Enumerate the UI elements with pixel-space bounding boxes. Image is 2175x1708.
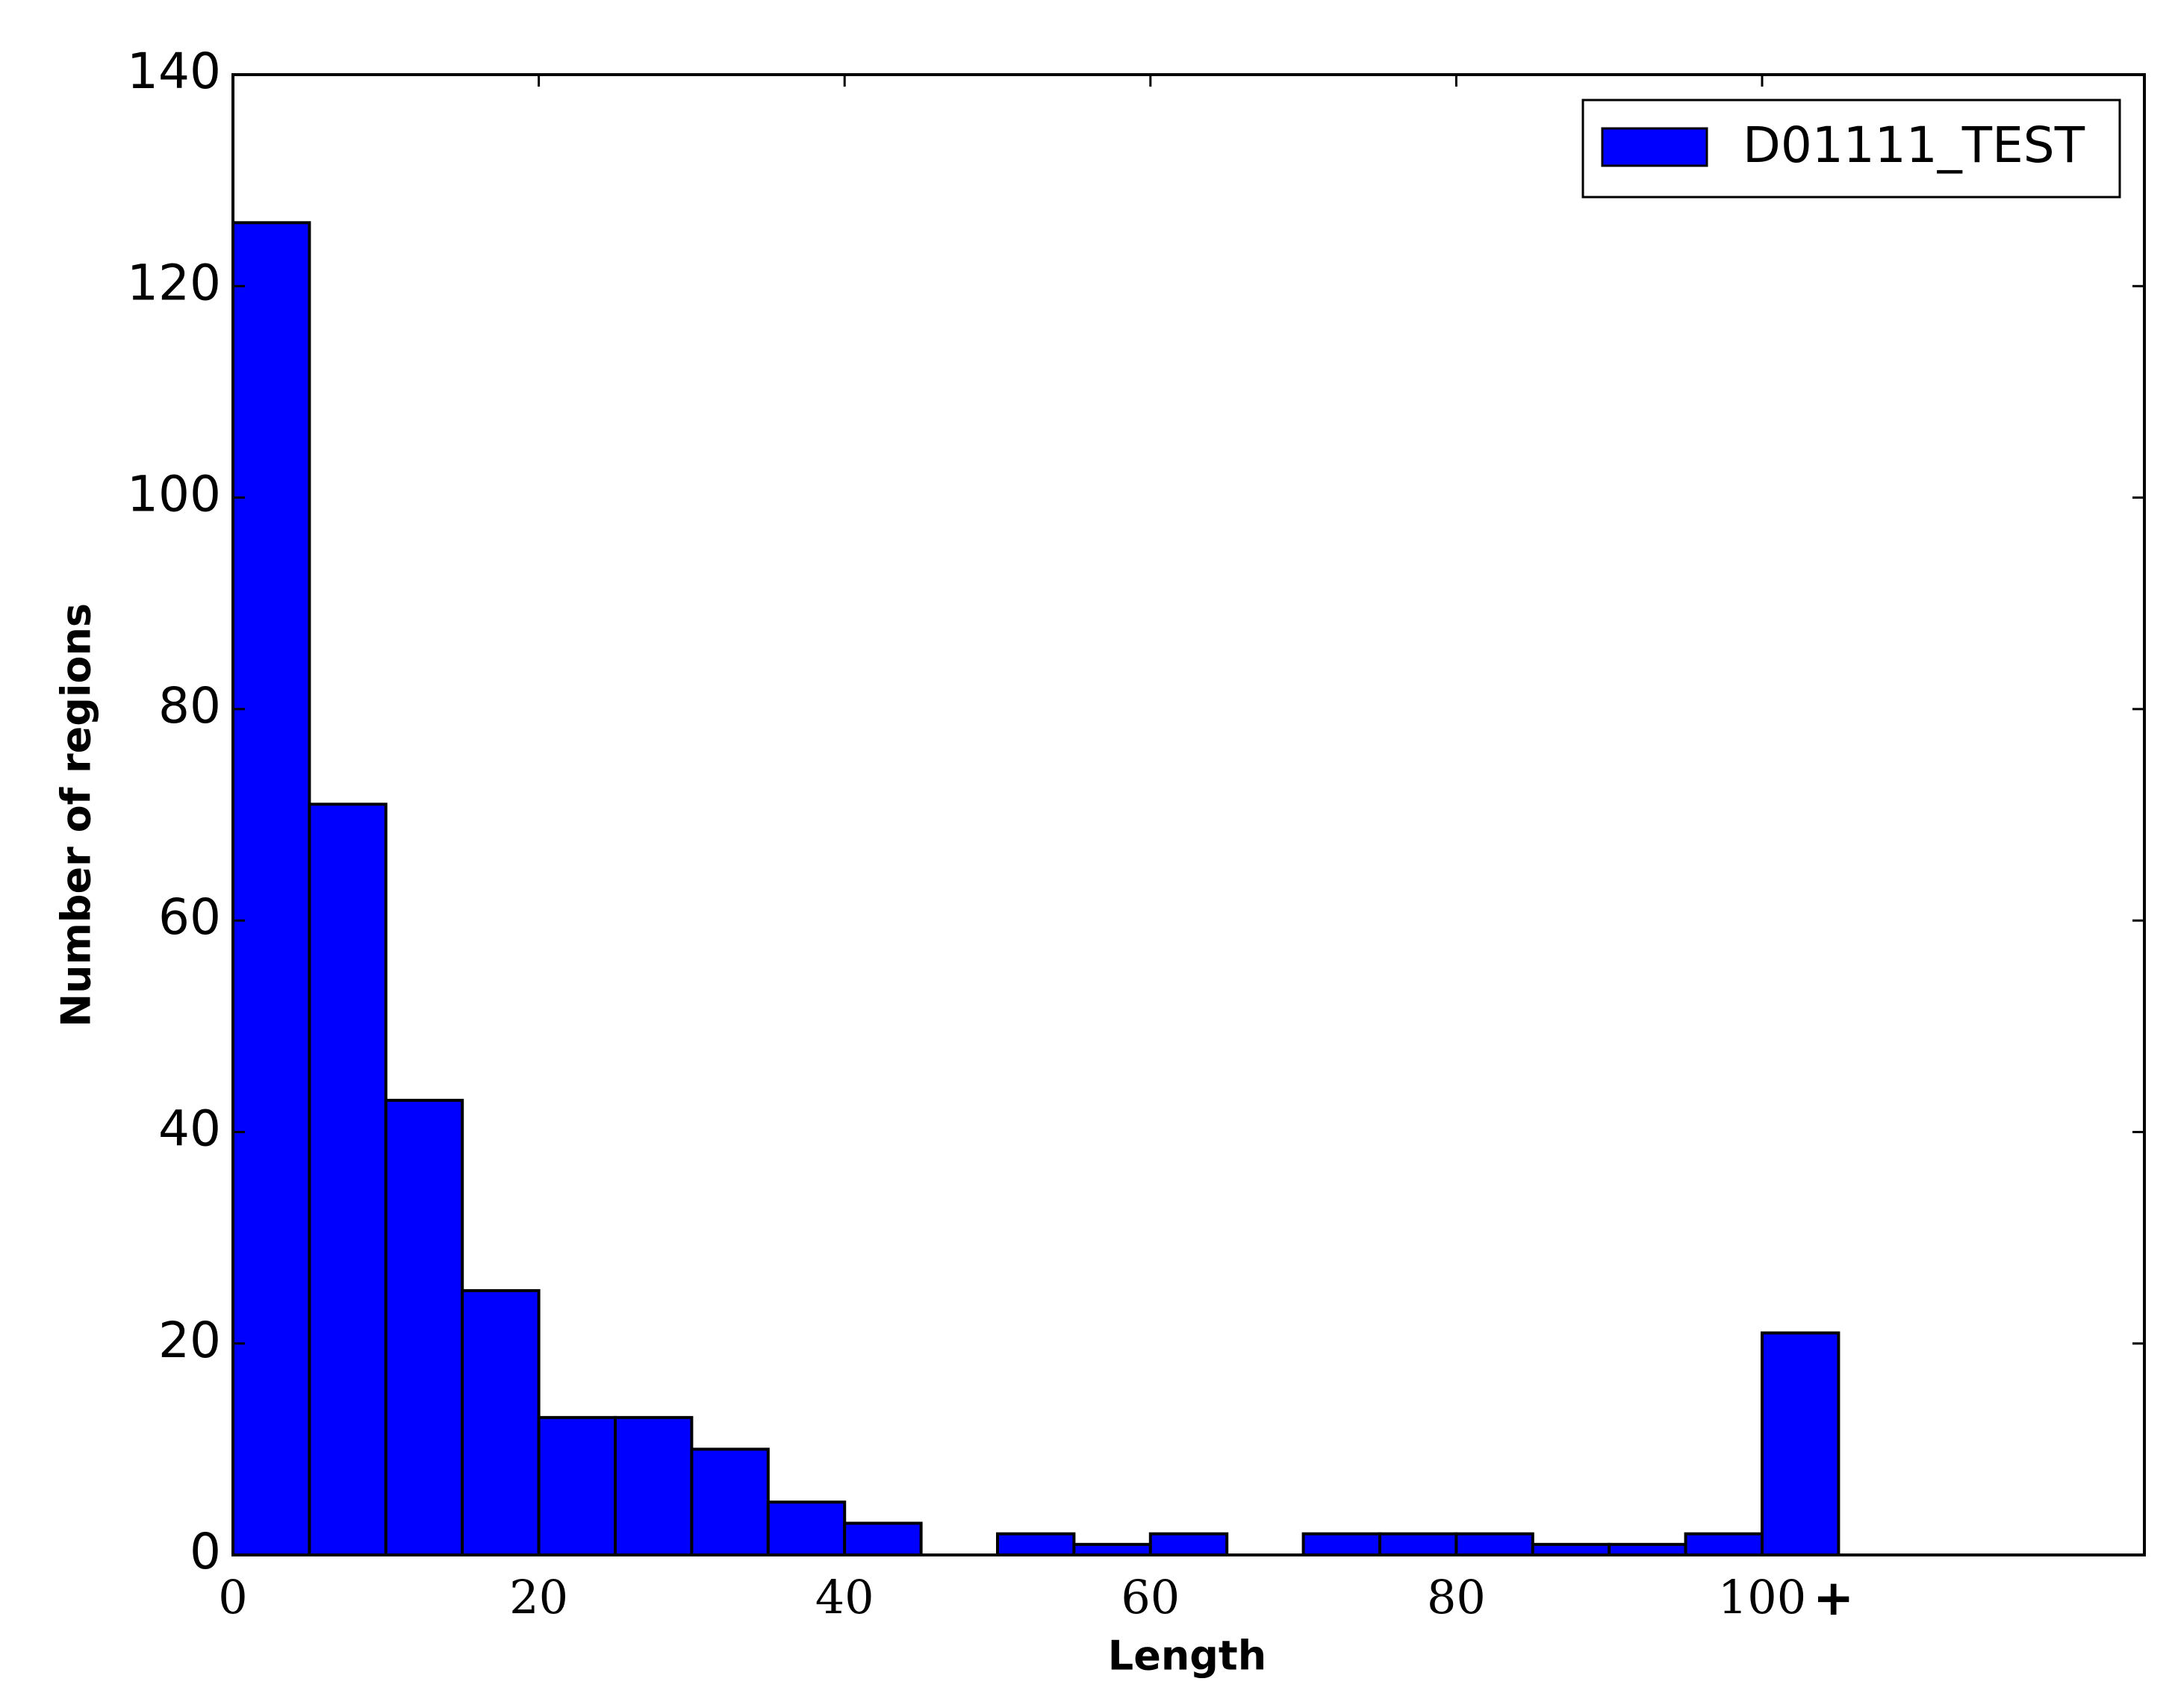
bar xyxy=(461,1288,541,1556)
bar xyxy=(1378,1532,1458,1556)
legend-swatch xyxy=(1601,127,1708,167)
bar xyxy=(690,1447,770,1557)
y-tick-label: 0 xyxy=(190,1523,221,1580)
x-tick-label: 20 xyxy=(509,1570,568,1624)
bar xyxy=(1608,1542,1687,1556)
bar xyxy=(384,1098,464,1556)
bar xyxy=(308,802,388,1556)
bar xyxy=(537,1415,617,1556)
y-axis-label: Number of regions xyxy=(53,603,100,1027)
x-tick-label: 0 xyxy=(218,1570,247,1624)
x-tick-label: 60 xyxy=(1121,1570,1180,1624)
bar xyxy=(996,1532,1076,1556)
bar xyxy=(1531,1542,1611,1556)
plot-frame xyxy=(231,73,2146,1556)
bar xyxy=(614,1415,694,1556)
y-tick-label: 80 xyxy=(158,677,221,735)
bar xyxy=(1684,1532,1764,1556)
x-axis-label: Length xyxy=(1108,1633,1266,1680)
bar xyxy=(1454,1532,1534,1556)
y-tick-label: 20 xyxy=(158,1312,221,1369)
bar xyxy=(231,221,311,1556)
bar xyxy=(766,1500,847,1557)
bar xyxy=(1761,1331,1840,1557)
x-tick-label: 100 xyxy=(1718,1570,1806,1624)
bar xyxy=(1148,1532,1229,1556)
y-tick-label: 40 xyxy=(158,1100,221,1157)
bar xyxy=(843,1521,923,1557)
y-tick-label: 60 xyxy=(158,888,221,946)
legend-label: D01111_TEST xyxy=(1743,116,2085,174)
annotation: + xyxy=(1813,1569,1854,1627)
y-tick-label: 120 xyxy=(127,254,221,311)
x-tick-label: 80 xyxy=(1427,1570,1486,1624)
x-tick-label: 40 xyxy=(815,1570,874,1624)
bar xyxy=(1301,1532,1381,1556)
y-tick-label: 140 xyxy=(127,43,221,100)
bar xyxy=(1072,1542,1152,1556)
y-tick-label: 100 xyxy=(127,466,221,523)
